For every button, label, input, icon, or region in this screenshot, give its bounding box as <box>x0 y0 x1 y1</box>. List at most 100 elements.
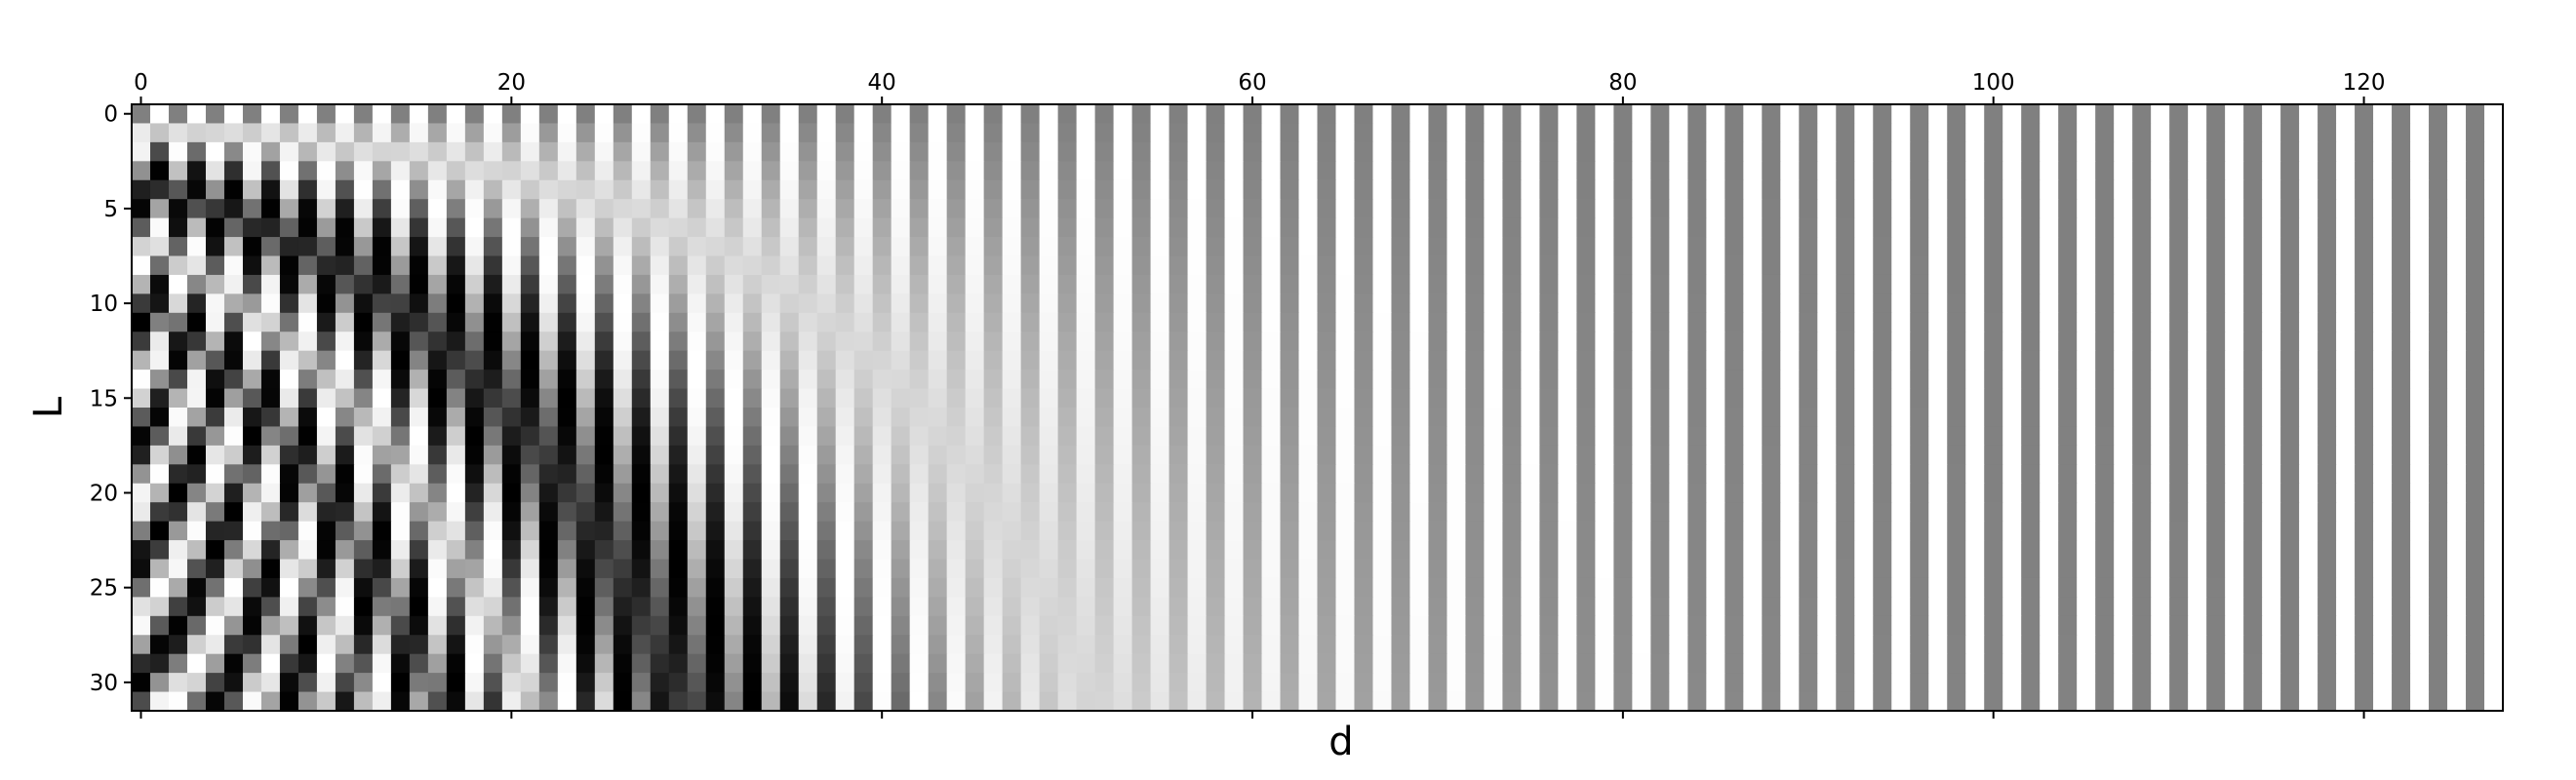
heatmap-cell <box>1317 199 1337 219</box>
heatmap-cell <box>242 464 262 485</box>
heatmap-cell <box>891 141 911 162</box>
heatmap-cell <box>132 577 151 598</box>
heatmap-cell <box>575 673 596 693</box>
heatmap-cell <box>928 521 948 541</box>
heatmap-cell <box>872 445 892 465</box>
heatmap-cell <box>724 123 744 143</box>
heatmap-cell <box>1447 597 1467 617</box>
heatmap-cell <box>909 332 930 352</box>
heatmap-cell <box>372 559 392 579</box>
heatmap-cell <box>1706 615 1725 636</box>
heatmap-cell <box>631 199 652 219</box>
heatmap-cell <box>538 237 559 257</box>
heatmap-cell <box>1372 426 1393 447</box>
heatmap-cell <box>1558 445 1577 465</box>
heatmap-cell <box>853 673 874 693</box>
heatmap-cell <box>1928 521 1948 541</box>
heatmap-cell <box>909 161 930 181</box>
heatmap-cell <box>1002 426 1022 447</box>
heatmap-cell <box>872 388 892 409</box>
heatmap-cell <box>928 445 948 465</box>
heatmap-cell <box>168 388 188 409</box>
heatmap-cell <box>1965 161 1985 181</box>
heatmap-cell <box>816 521 837 541</box>
heatmap-cell <box>1094 161 1115 181</box>
heatmap-cell <box>2225 408 2244 428</box>
heatmap-cell <box>372 237 392 257</box>
heatmap-cell <box>1465 179 1486 200</box>
heatmap-cell <box>1669 691 1688 712</box>
heatmap-cell <box>2355 408 2374 428</box>
heatmap-cell <box>390 141 411 162</box>
heatmap-cell <box>446 104 466 125</box>
heatmap-cell <box>816 483 837 503</box>
heatmap-cell <box>2466 179 2485 200</box>
heatmap-cell <box>594 237 614 257</box>
heatmap-cell <box>594 445 614 465</box>
heatmap-cell <box>835 161 855 181</box>
heatmap-cell <box>168 141 188 162</box>
heatmap-cell <box>1484 426 1504 447</box>
heatmap-cell <box>1020 615 1041 636</box>
heatmap-cell <box>1687 615 1707 636</box>
heatmap-cell <box>1724 199 1744 219</box>
heatmap-cell <box>1780 521 1800 541</box>
heatmap-cell <box>1669 255 1688 276</box>
heatmap-cell <box>1428 445 1448 465</box>
heatmap-cell <box>2077 445 2096 465</box>
heatmap-cell <box>1224 255 1245 276</box>
heatmap-cell <box>1780 691 1800 712</box>
heatmap-cell <box>260 217 281 238</box>
heatmap-cell <box>668 445 689 465</box>
heatmap-cell <box>427 104 448 125</box>
heatmap-cell <box>1706 559 1725 579</box>
heatmap-cell <box>1002 293 1022 314</box>
heatmap-cell <box>1428 408 1448 428</box>
heatmap-cell <box>1113 559 1133 579</box>
heatmap-cell <box>372 673 392 693</box>
heatmap-cell <box>668 597 689 617</box>
heatmap-cell <box>132 274 151 294</box>
heatmap-cell <box>1076 332 1096 352</box>
heatmap-cell <box>1854 312 1874 332</box>
heatmap-cell <box>186 141 207 162</box>
heatmap-cell <box>983 388 1004 409</box>
heatmap-cell <box>687 199 707 219</box>
heatmap-cell <box>260 691 281 712</box>
y-tick-label: 20 <box>90 481 118 506</box>
heatmap-cell <box>132 691 151 712</box>
heatmap-cell <box>1947 502 1966 523</box>
heatmap-cell <box>1836 691 1855 712</box>
heatmap-cell <box>779 445 800 465</box>
heatmap-cell <box>1354 540 1374 561</box>
heatmap-cell <box>1762 312 1781 332</box>
heatmap-cell <box>1706 540 1725 561</box>
heatmap-cell <box>891 540 911 561</box>
heatmap-cell <box>168 408 188 428</box>
heatmap-cell <box>372 521 392 541</box>
heatmap-cell <box>983 502 1004 523</box>
heatmap-cell <box>983 141 1004 162</box>
heatmap-cell <box>1799 635 1818 655</box>
heatmap-cell <box>742 312 763 332</box>
heatmap-cell <box>1502 350 1523 370</box>
heatmap-cell <box>1576 559 1596 579</box>
heatmap-cell <box>1873 691 1892 712</box>
heatmap-cell <box>2318 104 2337 125</box>
heatmap-cell <box>1836 161 1855 181</box>
heatmap-cell <box>1762 597 1781 617</box>
heatmap-cell <box>2410 293 2430 314</box>
heatmap-cell <box>594 577 614 598</box>
heatmap-cell <box>1965 653 1985 674</box>
heatmap-cell <box>205 123 225 143</box>
heatmap-cell <box>427 217 448 238</box>
heatmap-cell <box>594 691 614 712</box>
heatmap-cell <box>1743 597 1763 617</box>
heatmap-cell <box>1558 408 1577 428</box>
heatmap-cell <box>353 161 374 181</box>
heatmap-cell <box>557 691 577 712</box>
heatmap-cell <box>223 350 244 370</box>
heatmap-cell <box>1502 691 1523 712</box>
heatmap-cell <box>1131 521 1152 541</box>
heatmap-cell <box>2280 673 2300 693</box>
